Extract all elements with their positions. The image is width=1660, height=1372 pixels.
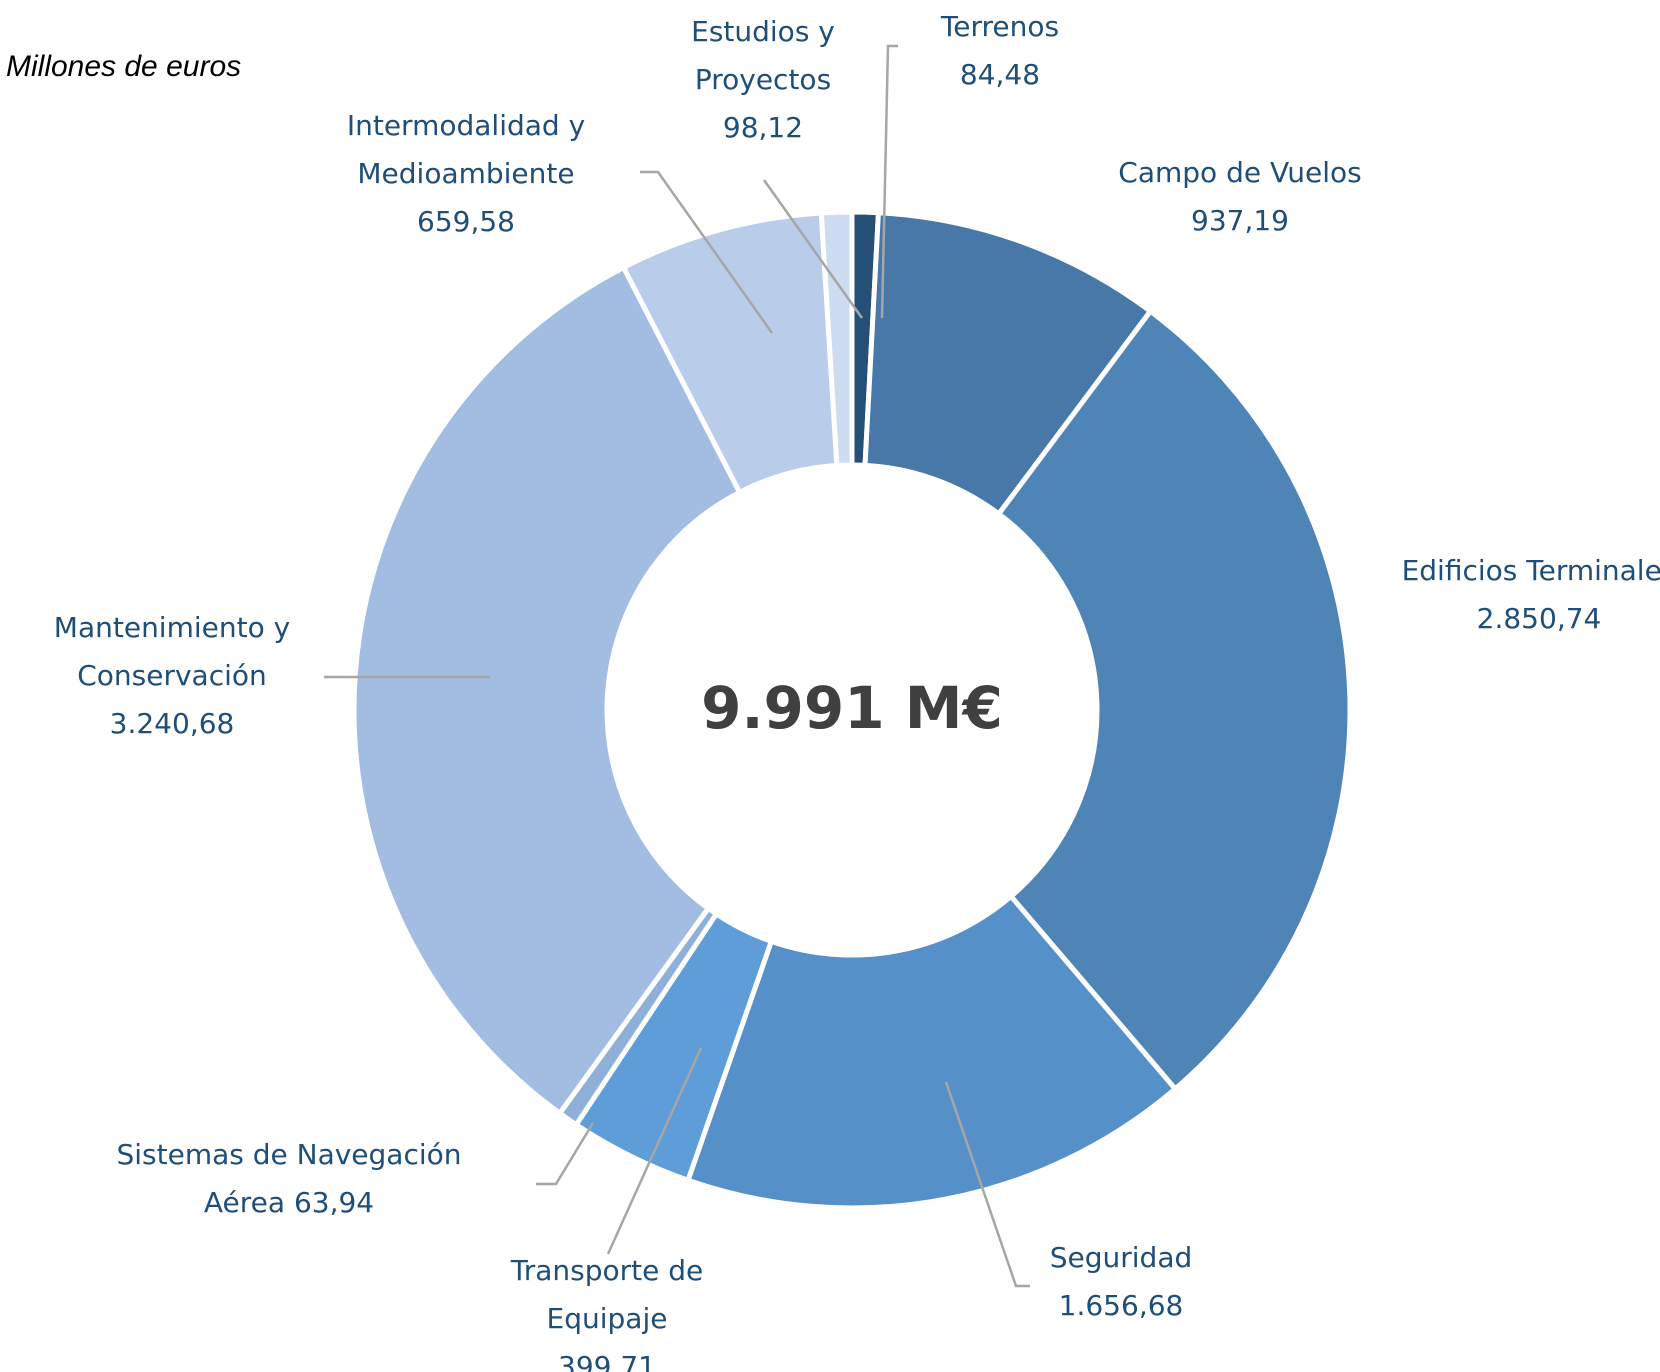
leader-line — [536, 1122, 595, 1186]
slice-label-line: Proyectos — [695, 63, 831, 96]
slice-label-line: Terrenos — [940, 10, 1059, 43]
slice-label-line: Medioambiente — [357, 157, 574, 190]
slice-label-line: Mantenimiento y — [54, 611, 290, 644]
slice-label-line: Transporte de — [510, 1254, 704, 1287]
slice-label-line: 1.656,68 — [1059, 1289, 1184, 1322]
leader-line — [606, 1047, 703, 1255]
slice-label-line: 3.240,68 — [110, 707, 235, 740]
slice-label-line: 399,71 — [558, 1350, 656, 1372]
unit-label: Millones de euros — [6, 50, 241, 83]
leader-line — [944, 1081, 1030, 1288]
leader-lines-group — [324, 44, 1030, 1288]
slice-label-line: Edificios Terminales — [1402, 554, 1660, 587]
slice-label-line: 84,48 — [960, 58, 1040, 91]
slices-group — [351, 209, 1353, 1211]
slice-label-line: 937,19 — [1191, 204, 1289, 237]
leader-line — [880, 44, 898, 319]
slice-label-line: Conservación — [77, 659, 267, 692]
slice-label-line: Estudios y — [691, 15, 835, 48]
slice-data-label: Transporte de Equipaje 399,71 — [510, 1254, 704, 1372]
slice-label-line: Equipaje — [547, 1302, 668, 1335]
slice-label-line: Aérea 63,94 — [204, 1186, 374, 1219]
slice-edificios-terminales — [995, 307, 1353, 1093]
slice-label-line: Seguridad — [1050, 1241, 1193, 1274]
slice-mantenimiento-y-conservacion — [351, 264, 743, 1117]
slice-label-line: 98,12 — [723, 111, 803, 144]
slice-label-line: 2.850,74 — [1477, 602, 1602, 635]
slice-label-line: Intermodalidad y — [347, 109, 585, 142]
slice-data-label: Intermodalidad y Medioambiente 659,58 — [347, 109, 585, 238]
slice-data-label: Sistemas de Navegación Aérea 63,94 — [116, 1138, 461, 1219]
slice-estudios-y-proyectos — [818, 209, 855, 469]
slice-seguridad — [684, 892, 1179, 1211]
slice-data-label: Estudios y Proyectos 98,12 — [691, 15, 835, 144]
slice-label-line: Campo de Vuelos — [1118, 156, 1361, 189]
slice-data-label: Seguridad 1.656,68 — [1050, 1241, 1193, 1322]
slice-data-label: Mantenimiento y Conservación 3.240,68 — [54, 611, 290, 740]
leader-line — [640, 170, 774, 334]
slice-label-line: 659,58 — [417, 205, 515, 238]
slice-data-label: Terrenos 84,48 — [940, 10, 1059, 91]
slice-data-label: Edificios Terminales 2.850,74 — [1402, 554, 1660, 635]
center-total-label: 9.991 M€ — [701, 674, 1003, 742]
slice-labels-group: Terrenos 84,48 Campo de Vuelos 937,19 Edific… — [54, 10, 1660, 1372]
slice-data-label: Campo de Vuelos 937,19 — [1118, 156, 1361, 237]
leader-line — [762, 179, 864, 319]
slice-label-line: Sistemas de Navegación — [116, 1138, 461, 1171]
